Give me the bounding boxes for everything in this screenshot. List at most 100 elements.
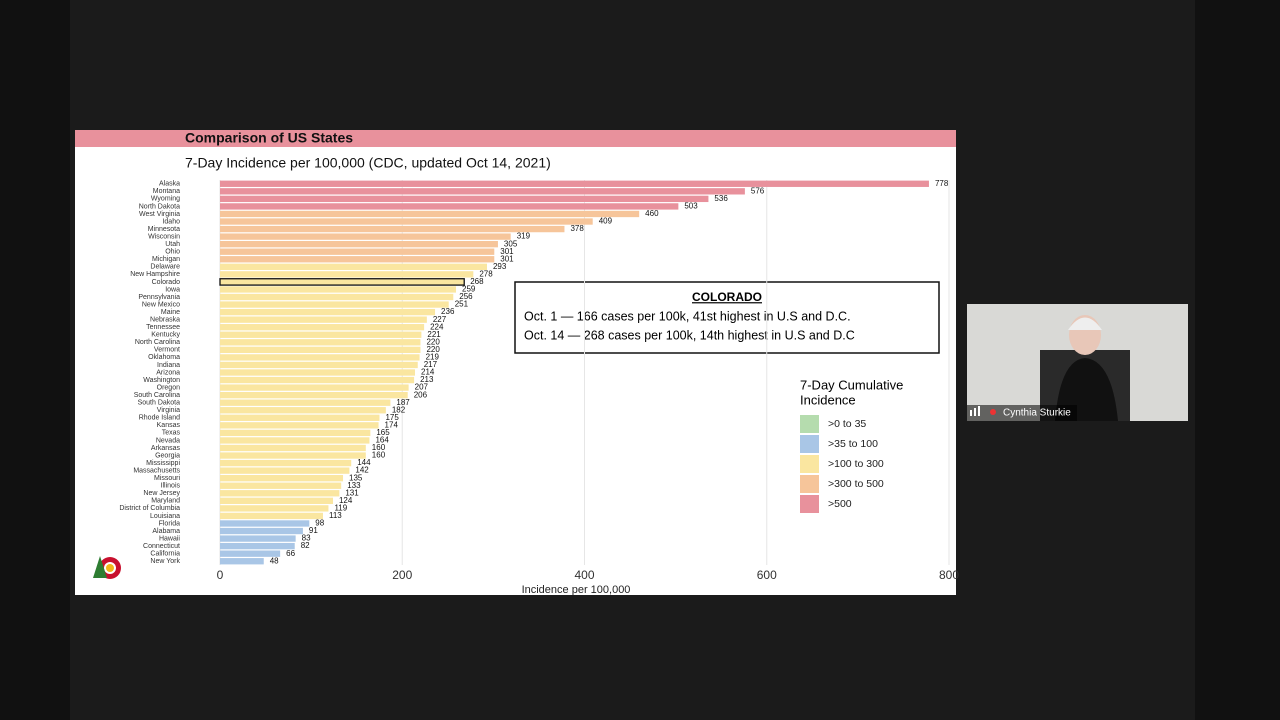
value-label: 301 — [500, 254, 514, 263]
legend-label: >500 — [828, 498, 852, 510]
value-label: 256 — [459, 292, 473, 301]
value-label: 124 — [339, 496, 353, 505]
y-tick-label: District of Columbia — [119, 505, 180, 512]
bar — [220, 293, 454, 301]
y-tick-label: North Dakota — [139, 203, 180, 210]
y-tick-label: Virginia — [157, 407, 180, 414]
x-tick-label: 400 — [574, 568, 594, 582]
value-label: 133 — [347, 481, 361, 490]
bar — [220, 535, 296, 542]
y-tick-label: North Carolina — [135, 339, 180, 346]
y-tick-label: Kentucky — [151, 332, 180, 339]
bar — [220, 384, 409, 391]
y-tick-label: Delaware — [150, 264, 180, 271]
value-label: 220 — [426, 345, 440, 354]
bar — [220, 256, 495, 263]
bar — [220, 512, 323, 520]
bar — [220, 376, 415, 384]
y-tick-label: Nevada — [156, 437, 180, 444]
bar — [220, 316, 427, 323]
value-label: 251 — [455, 300, 469, 309]
value-label: 221 — [427, 330, 441, 339]
bar — [220, 505, 329, 512]
participant-name: Cynthia Sturkie — [1003, 408, 1071, 419]
y-tick-label: Florida — [159, 520, 181, 527]
annotation-line: Oct. 14 — 268 cases per 100k, 14th highe… — [524, 328, 855, 342]
bar — [220, 240, 498, 248]
value-label: 144 — [357, 458, 371, 467]
annotation-box — [514, 281, 940, 354]
y-tick-label: Mississippi — [146, 460, 180, 467]
value-label: 164 — [375, 436, 389, 445]
value-label: 66 — [286, 549, 295, 558]
value-label: 278 — [479, 269, 493, 278]
legend-swatch — [800, 495, 819, 513]
y-tick-label: Ohio — [165, 249, 180, 256]
y-tick-label: Massachusetts — [133, 467, 180, 474]
value-label: 213 — [420, 375, 434, 384]
value-label: 91 — [309, 526, 318, 535]
value-label: 227 — [433, 315, 447, 324]
bar — [220, 527, 303, 535]
y-tick-label: Georgia — [155, 452, 180, 459]
bar — [220, 271, 474, 278]
value-label: 778 — [935, 179, 949, 188]
value-label: 224 — [430, 322, 444, 331]
value-label: 319 — [517, 232, 531, 241]
y-tick-label: Iowa — [165, 286, 180, 293]
bar — [220, 195, 709, 203]
legend-swatch — [800, 435, 819, 453]
value-label: 98 — [315, 519, 324, 528]
y-tick-label: Oregon — [157, 384, 180, 391]
value-label: 160 — [372, 443, 386, 452]
y-tick-label: New Jersey — [143, 490, 180, 497]
bar — [220, 467, 350, 474]
chart-title: Comparison of US States — [185, 130, 353, 146]
value-label: 536 — [714, 194, 728, 203]
y-tick-label: Michigan — [152, 256, 180, 263]
value-label: 165 — [376, 428, 390, 437]
y-tick-label: Louisiana — [150, 513, 180, 520]
value-label: 113 — [329, 511, 342, 520]
value-label: 135 — [349, 473, 363, 482]
value-label: 219 — [426, 353, 440, 362]
y-tick-label: Colorado — [152, 279, 181, 286]
x-tick-label: 0 — [217, 568, 224, 582]
bar — [220, 324, 425, 331]
y-tick-label: Montana — [153, 188, 180, 195]
bar — [220, 301, 449, 308]
logo — [93, 556, 121, 579]
value-label: 175 — [385, 413, 399, 422]
y-tick-label: Wyoming — [151, 196, 180, 203]
bar — [220, 482, 342, 489]
bar — [220, 346, 421, 354]
bar — [220, 218, 593, 225]
y-tick-label: Utah — [165, 241, 180, 248]
bar — [220, 331, 422, 338]
value-label: 503 — [684, 202, 698, 211]
bar — [220, 437, 370, 444]
value-label: 83 — [302, 534, 311, 543]
legend-swatch — [800, 455, 819, 473]
bar — [220, 308, 436, 316]
value-label: 259 — [462, 285, 476, 294]
value-label: 119 — [334, 503, 347, 512]
value-label: 82 — [301, 541, 310, 550]
bar — [220, 369, 416, 376]
bar — [220, 520, 310, 527]
legend-swatch — [800, 475, 819, 493]
annotation-line: Oct. 1 — 166 cases per 100k, 41st highes… — [524, 309, 851, 323]
value-label: 48 — [270, 556, 279, 565]
bar — [220, 354, 420, 361]
y-tick-label: New Mexico — [142, 301, 180, 308]
chart-subtitle: 7-Day Incidence per 100,000 (CDC, update… — [185, 155, 551, 171]
y-tick-label: Missouri — [154, 475, 181, 482]
value-label: 160 — [372, 451, 386, 460]
y-tick-label: Connecticut — [143, 543, 180, 550]
y-tick-label: Arkansas — [151, 445, 181, 452]
y-tick-label: Hawaii — [159, 535, 180, 542]
bar — [220, 339, 421, 346]
value-label: 187 — [396, 398, 410, 407]
bar — [220, 422, 379, 429]
